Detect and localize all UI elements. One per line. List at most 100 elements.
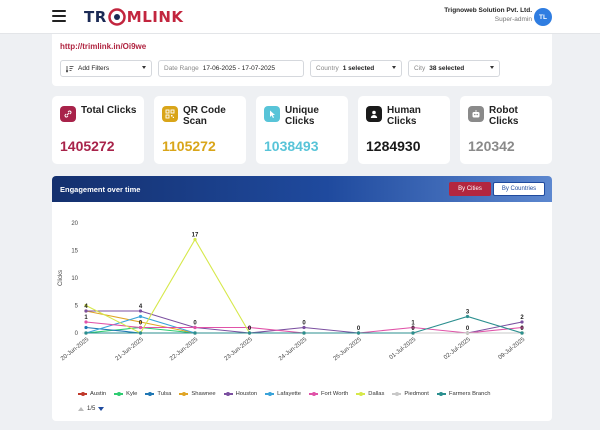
top-bar: TR MLINK Trignoweb Solution Pvt. Ltd. Su… xyxy=(0,0,600,34)
company-name: Trignoweb Solution Pvt. Ltd. xyxy=(444,7,532,14)
data-label: 0 xyxy=(248,326,252,332)
data-label: 0 xyxy=(139,321,143,327)
data-point xyxy=(138,320,143,324)
x-tick-label: 09-Jul-2025 xyxy=(498,336,527,361)
x-tick-label: 20-Jun-2025 xyxy=(60,336,91,362)
legend-label: Farmers Branch xyxy=(448,391,491,397)
data-point xyxy=(411,331,415,335)
legend-item[interactable]: Dallas xyxy=(356,391,384,397)
legend-label: Shawnee xyxy=(191,391,216,397)
stat-label: Total Clicks xyxy=(81,105,137,116)
data-label: 3 xyxy=(466,310,470,316)
legend-label: Dallas xyxy=(368,391,385,397)
y-axis-label: Clicks xyxy=(58,270,64,286)
legend-item[interactable]: Kyle xyxy=(114,391,137,397)
x-tick-label: 21-Jun-2025 xyxy=(114,336,145,362)
legend-item[interactable]: Houston xyxy=(223,391,258,397)
legend-label: Lafayette xyxy=(277,391,302,397)
data-label: 1 xyxy=(411,321,415,327)
engagement-chart-card: Engagement over time By Cities By Countr… xyxy=(52,176,552,421)
pager-down-icon[interactable] xyxy=(98,407,105,411)
data-point xyxy=(84,309,88,313)
company-info: Trignoweb Solution Pvt. Ltd. Super-admin xyxy=(444,7,532,23)
data-label: 1 xyxy=(84,315,88,321)
stat-value: 1105272 xyxy=(162,138,216,154)
logo-mark-icon xyxy=(108,8,126,26)
legend-swatch xyxy=(145,391,155,396)
x-tick-label: 22-Jun-2025 xyxy=(169,336,200,362)
data-label: 0 xyxy=(357,326,361,332)
stat-value: 1284930 xyxy=(366,138,421,154)
legend-label: Houston xyxy=(235,391,258,397)
data-point xyxy=(247,331,252,335)
series-line xyxy=(85,238,522,334)
legend-item[interactable]: Tulsa xyxy=(145,391,171,397)
stat-label: Robot Clicks xyxy=(489,105,519,127)
by-cities-button[interactable]: By Cities xyxy=(449,182,491,196)
legend-swatch xyxy=(223,391,233,396)
data-point xyxy=(138,331,143,335)
data-label: 0 xyxy=(302,321,306,327)
country-select[interactable]: Country 1 selected xyxy=(310,60,402,77)
add-filters-dropdown[interactable]: Add Filters xyxy=(60,60,152,77)
hamburger-icon[interactable] xyxy=(52,10,66,22)
chevron-down-icon xyxy=(392,66,396,69)
chart-header: Engagement over time By Cities By Countr… xyxy=(52,176,552,202)
engagement-line-chart: Clicks05101520414017000010302020-Jun-202… xyxy=(58,221,527,362)
legend-item[interactable]: Farmers Branch xyxy=(436,391,491,397)
data-label: 0 xyxy=(193,321,197,327)
y-tick-label: 0 xyxy=(75,331,79,337)
data-point xyxy=(520,325,524,330)
data-point xyxy=(84,325,88,330)
y-tick-label: 5 xyxy=(75,304,79,310)
legend-swatch xyxy=(78,391,87,396)
data-point xyxy=(411,325,415,330)
legend-item[interactable]: Lafayette xyxy=(265,391,301,397)
x-tick-label: 25-Jun-2025 xyxy=(332,336,363,362)
data-point xyxy=(302,331,306,335)
data-point xyxy=(465,314,470,319)
data-point xyxy=(520,331,524,335)
city-select[interactable]: City 38 selected xyxy=(408,60,500,77)
legend-swatch xyxy=(179,391,189,396)
pager-up-icon[interactable] xyxy=(78,407,84,411)
stat-value: 1038493 xyxy=(264,138,319,154)
data-label: 4 xyxy=(84,304,88,310)
data-label: 2 xyxy=(520,315,524,321)
trimlink-logo[interactable]: TR MLINK xyxy=(84,8,184,26)
y-tick-label: 15 xyxy=(71,249,78,255)
legend-item[interactable]: Shawnee xyxy=(179,391,216,397)
x-tick-label: 02-Jul-2025 xyxy=(443,336,472,361)
y-tick-label: 20 xyxy=(71,221,78,227)
stat-card-human-clicks: Human Clicks 1284930 xyxy=(358,96,450,164)
short-url-link[interactable]: http://trimlink.in/Oi9we xyxy=(60,42,147,51)
avatar[interactable]: TL xyxy=(534,8,552,26)
legend-label: Fort Worth xyxy=(321,391,349,397)
stat-value: 1405272 xyxy=(60,138,115,154)
by-countries-button[interactable]: By Countries xyxy=(493,182,545,196)
data-point xyxy=(193,331,197,335)
legend-swatch xyxy=(356,391,366,396)
data-label: 17 xyxy=(192,233,199,239)
data-point xyxy=(193,325,197,330)
chart-legend: Austin Kyle Tulsa Shawnee Houston Lafayette Fo… xyxy=(78,391,548,397)
data-point xyxy=(193,237,197,242)
legend-item[interactable]: Piedmont xyxy=(392,391,429,397)
data-label: 0 xyxy=(466,326,470,332)
x-tick-label: 01-Jul-2025 xyxy=(389,336,418,361)
data-point xyxy=(138,314,143,319)
legend-pager: 1/5 xyxy=(78,406,105,412)
chevron-down-icon xyxy=(490,66,494,69)
data-label: 4 xyxy=(139,304,143,310)
legend-swatch xyxy=(265,391,275,396)
date-range-field[interactable]: Date Range 17-06-2025 - 17-07-2025 xyxy=(158,60,304,77)
qr-code-icon xyxy=(162,106,178,122)
stat-card-total-clicks: Total Clicks 1405272 xyxy=(52,96,144,164)
data-point xyxy=(520,320,524,324)
legend-item[interactable]: Fort Worth xyxy=(309,391,348,397)
y-tick-label: 10 xyxy=(71,276,78,282)
legend-label: Tulsa xyxy=(157,391,172,397)
data-point xyxy=(84,331,88,335)
stat-label: Human Clicks xyxy=(387,105,421,127)
legend-item[interactable]: Austin xyxy=(78,391,106,397)
